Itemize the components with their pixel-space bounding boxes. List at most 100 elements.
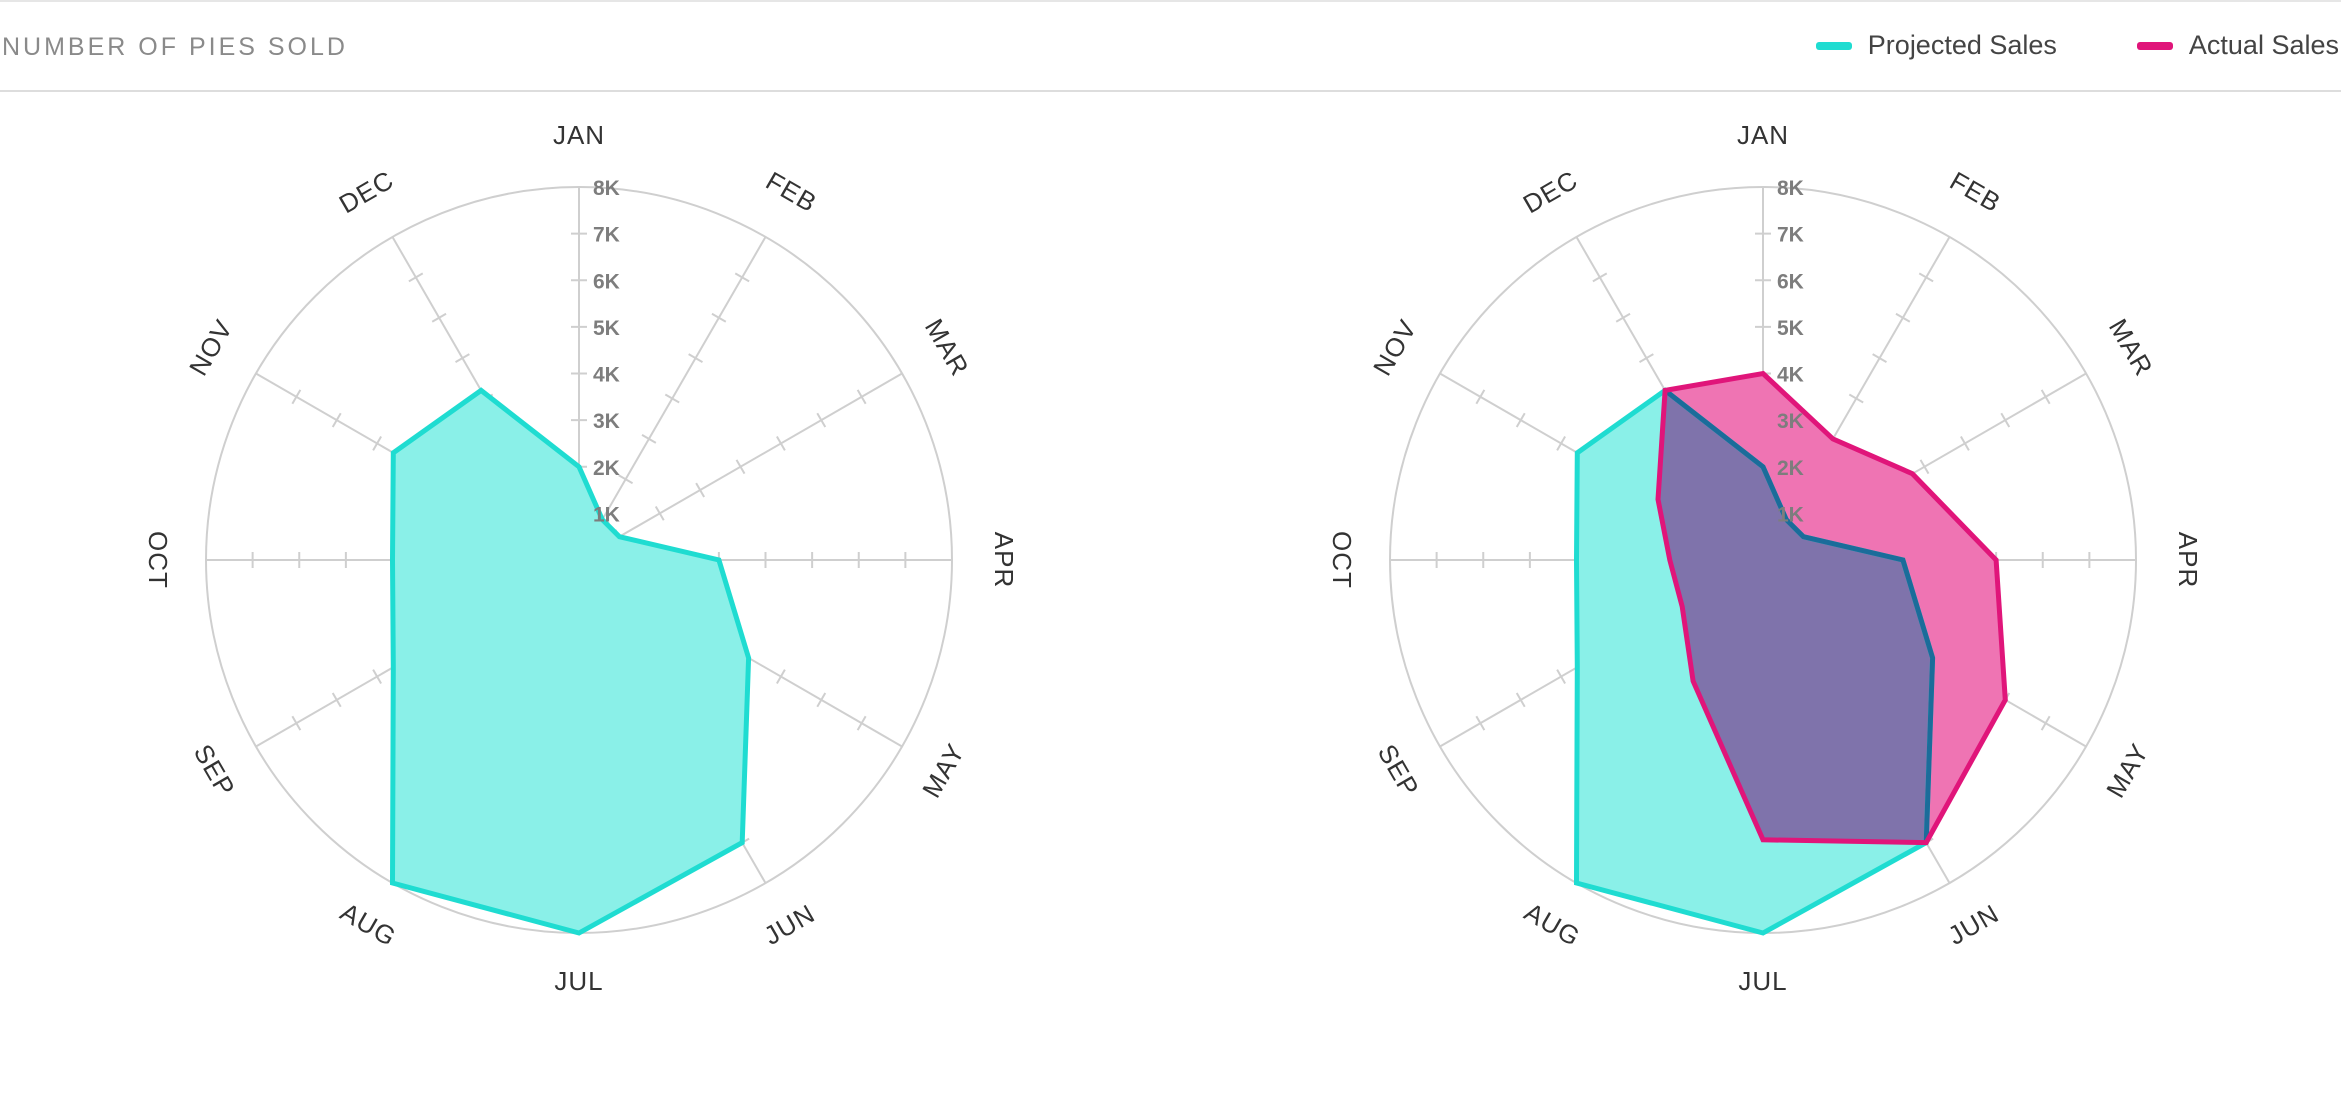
spoke-tick (2000, 412, 2011, 428)
radial-tick-label: 7K (1777, 224, 1804, 247)
spoke-tick (735, 459, 746, 475)
spoke-tick (291, 715, 302, 731)
spoke-tick (1895, 312, 1911, 323)
page-title: NUMBER OF PIES SOLD (2, 33, 348, 61)
month-label-oct: OCT (1327, 531, 1357, 589)
spoke-tick (1639, 353, 1654, 363)
radial-tick-labels: 1K 2K 3K 4K 5K 6K 7K 8K (1777, 177, 1804, 526)
radial-tick-label: 8K (593, 177, 620, 200)
month-label-jan: JAN (1737, 120, 1789, 150)
spoke-tick (688, 353, 703, 363)
spoke-tick (1515, 412, 1526, 428)
spoke-tick (1848, 393, 1864, 404)
spoke-tick (2040, 389, 2051, 405)
spoke-tick (734, 272, 750, 283)
spoke-tick (455, 353, 470, 363)
radial-tick-label: 6K (1777, 270, 1804, 293)
spoke-tick (776, 436, 786, 451)
spoke-tick (816, 412, 827, 428)
month-label-mar: MAR (919, 314, 975, 382)
spoke-tick (1872, 353, 1887, 363)
radar-series (1573, 370, 2008, 936)
radar-chart-projected: 1K 2K 3K 4K 5K 6K 7K 8K JAN FEB MAR APR MAY JUN JUL AUG… (143, 120, 1019, 996)
legend-item-actual-sales[interactable]: Actual Sales (2136, 30, 2339, 61)
spoke-tick (641, 433, 657, 444)
radial-tick-label: 8K (1777, 177, 1804, 200)
radial-tick-label: 1K (1777, 503, 1804, 526)
chart-header: NUMBER OF PIES SOLD Projected Sales Actu… (0, 2, 2341, 92)
legend: Projected Sales Actual Sales (1736, 30, 2339, 61)
month-label-nov: NOV (1367, 314, 1423, 380)
month-label-dec: DEC (334, 164, 399, 219)
month-label-mar: MAR (2103, 314, 2159, 382)
spoke-tick (1615, 312, 1631, 323)
spoke-tick (291, 389, 302, 405)
spoke-tick (856, 715, 867, 731)
legend-swatch-projected (1815, 41, 1852, 50)
spoke-tick (856, 389, 867, 405)
radial-tick-label: 2K (1777, 457, 1804, 480)
radial-tick-label: 2K (593, 457, 620, 480)
month-label-oct: OCT (143, 531, 173, 589)
spoke-tick (408, 272, 424, 283)
month-label-jun: JUN (1943, 898, 2004, 951)
spoke-tick (1919, 459, 1930, 475)
spoke-tick (1556, 669, 1566, 684)
spoke-tick (1515, 692, 1526, 708)
radial-tick-label: 4K (593, 364, 620, 387)
legend-item-projected-sales[interactable]: Projected Sales (1815, 30, 2057, 61)
legend-label-projected: Projected Sales (1867, 30, 2057, 60)
spoke-tick (816, 692, 827, 708)
spoke-tick (654, 505, 665, 521)
spoke-tick (331, 412, 342, 428)
month-label-apr: APR (2173, 532, 2203, 588)
spoke-tick (1918, 272, 1934, 283)
radial-tick-labels: 1K 2K 3K 4K 5K 6K 7K 8K (593, 177, 620, 526)
spoke-tick (1556, 436, 1566, 451)
month-label-jul: JUL (1738, 966, 1787, 996)
month-label-feb: FEB (1945, 165, 2006, 218)
radial-tick-label: 4K (1777, 364, 1804, 387)
spoke-tick (776, 669, 786, 684)
month-label-apr: APR (989, 532, 1019, 588)
series-line-actual-sales (1655, 370, 2008, 846)
spoke-tick (372, 669, 382, 684)
spoke-tick (331, 692, 342, 708)
radial-tick-label: 5K (1777, 317, 1804, 340)
month-label-jul: JUL (554, 966, 603, 996)
radial-tick-label: 1K (593, 503, 620, 526)
radar-charts: 1K 2K 3K 4K 5K 6K 7K 8K JAN FEB MAR APR MAY JUN JUL AUG… (143, 120, 2203, 996)
month-label-aug: AUG (1519, 897, 1585, 953)
spoke-tick (2040, 715, 2051, 731)
radial-tick-label: 5K (593, 317, 620, 340)
spoke-tick (695, 482, 706, 498)
legend-label-actual: Actual Sales (2188, 30, 2339, 60)
month-label-jan: JAN (553, 120, 605, 150)
spoke-tick (372, 436, 382, 451)
month-label-may: MAY (916, 738, 971, 803)
month-label-nov: NOV (183, 314, 239, 380)
spoke-tick (1475, 389, 1486, 405)
top-divider (0, 0, 2341, 2)
month-label-sep: SEP (1372, 739, 1425, 802)
month-label-may: MAY (2100, 738, 2155, 803)
month-label-feb: FEB (761, 165, 822, 218)
spoke-tick (1960, 436, 1970, 451)
month-label-aug: AUG (335, 897, 401, 953)
spoke-tick (664, 393, 680, 404)
month-label-jun: JUN (759, 898, 820, 951)
radial-tick-label: 3K (593, 410, 620, 433)
spoke-tick (1592, 272, 1608, 283)
spoke-tick (431, 312, 447, 323)
series-area-projected-sales (389, 387, 752, 936)
spoke-tick (1475, 715, 1486, 731)
spoke-tick (618, 474, 634, 485)
spoke-tick (711, 312, 727, 323)
radar-chart-projected-vs-actual: 1K 2K 3K 4K 5K 6K 7K 8K JAN FEB MAR APR MAY JUN JUL AUG… (1327, 120, 2203, 996)
series-line-projected-inside-actual (1658, 387, 1936, 843)
radial-tick-label: 3K (1777, 410, 1804, 433)
radar-series (389, 387, 752, 936)
radial-tick-label: 7K (593, 224, 620, 247)
month-label-dec: DEC (1518, 164, 1583, 219)
